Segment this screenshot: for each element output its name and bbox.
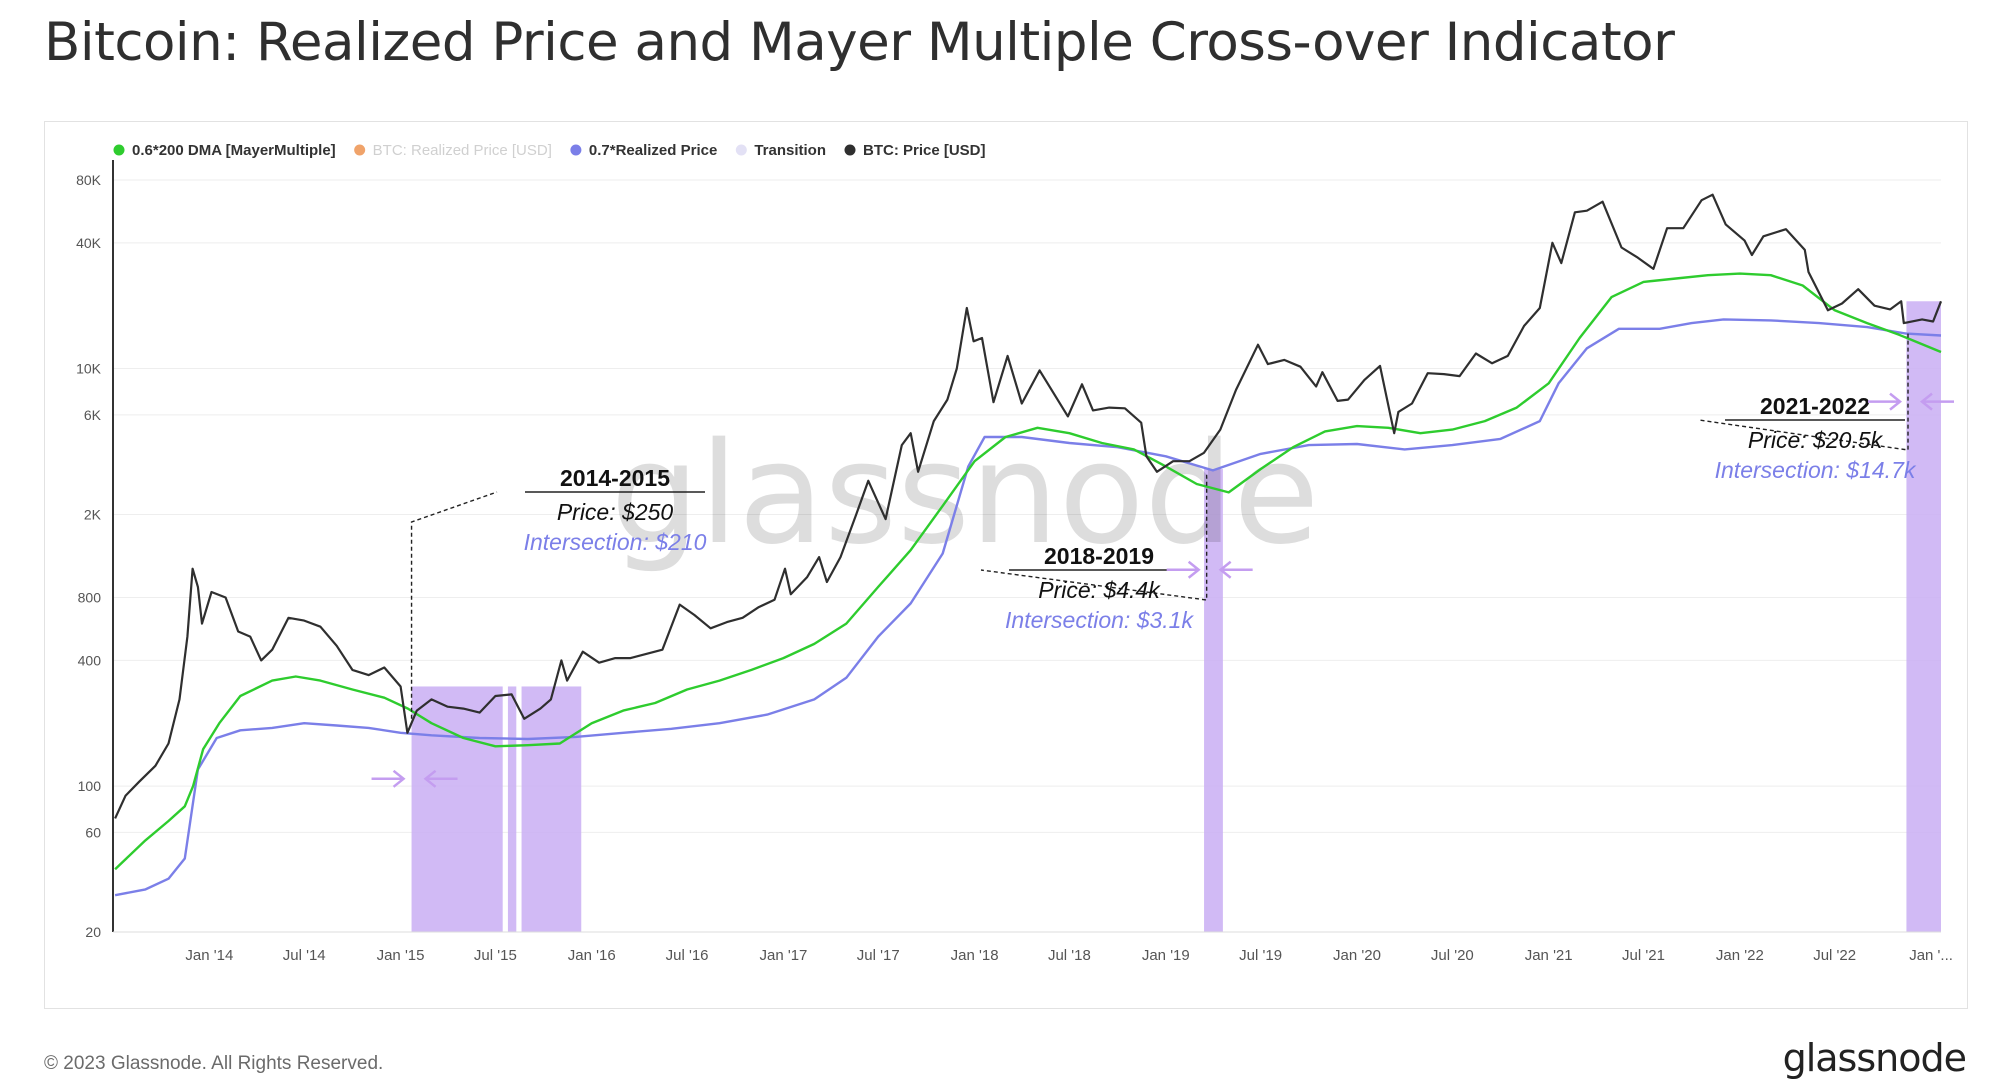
- transition-band: [1906, 301, 1941, 932]
- chart-frame: glassnode 20 60 100 400 800 2K 6K 10K 40K 80K Jan …: [44, 121, 1968, 1009]
- annotation-leader-line: [1698, 333, 1909, 451]
- page-title: Bitcoin: Realized Price and Mayer Multip…: [44, 12, 1675, 73]
- annotation-intersection: Intersection: $14.7k: [1715, 457, 1917, 483]
- x-tick-label: Jan '17: [759, 947, 807, 964]
- series-line-realized07: [114, 318, 1942, 897]
- brand-logo: glassnode: [1782, 1036, 1967, 1080]
- x-tick-label: Jan '19: [1142, 947, 1190, 964]
- y-tick-label: 20: [85, 924, 101, 940]
- transition-band: [1204, 469, 1223, 932]
- legend-swatch-transition: [735, 144, 747, 156]
- x-tick-label: Jan '14: [185, 947, 233, 964]
- x-tick-label: Jan '...: [1909, 947, 1953, 964]
- legend-item-transition[interactable]: Transition: [735, 142, 826, 159]
- legend-label-mayer: 0.6*200 DMA [MayerMultiple]: [132, 142, 336, 159]
- legend-item-price[interactable]: BTC: Price [USD]: [844, 142, 986, 159]
- legend-item-realized[interactable]: BTC: Realized Price [USD]: [354, 142, 552, 159]
- y-tick-label: 10K: [76, 361, 102, 377]
- x-tick-label: Jul '20: [1431, 947, 1474, 964]
- y-tick-label: 6K: [84, 407, 102, 423]
- y-tick-label: 40K: [76, 235, 102, 251]
- x-tick-label: Jul '16: [666, 947, 709, 964]
- legend-swatch-realized07: [570, 144, 582, 156]
- legend-label-realized07: 0.7*Realized Price: [589, 142, 717, 159]
- series-lines: [114, 193, 1943, 897]
- legend-swatch-price: [844, 144, 856, 156]
- transition-band: [411, 686, 503, 932]
- arrow-right-icon: [1166, 560, 1201, 579]
- watermark: glassnode: [611, 413, 1320, 576]
- annotation-price: Price: $4.4k: [1038, 577, 1161, 603]
- transition-band: [521, 686, 582, 932]
- x-tick-label: Jul '18: [1048, 947, 1091, 964]
- annotation-price: Price: $250: [557, 499, 674, 525]
- legend-item-realized07[interactable]: 0.7*Realized Price: [570, 142, 717, 159]
- legend-swatch-realized: [354, 144, 366, 156]
- copyright-text: © 2023 Glassnode. All Rights Reserved.: [44, 1053, 384, 1074]
- legend-swatch-mayer: [113, 144, 125, 156]
- series-line-price: [114, 193, 1943, 819]
- arrow-right-icon: [1868, 392, 1903, 411]
- y-tick-label: 400: [78, 652, 102, 668]
- x-tick-label: Jan '18: [951, 947, 999, 964]
- annotation-price: Price: $20.5k: [1748, 427, 1884, 453]
- legend-label-realized: BTC: Realized Price [USD]: [373, 142, 552, 159]
- x-tick-label: Jul '17: [857, 947, 900, 964]
- legend[interactable]: 0.6*200 DMA [MayerMultiple] BTC: Realized…: [113, 142, 986, 159]
- arrow-left-icon: [1218, 560, 1253, 579]
- x-tick-label: Jan '16: [568, 947, 616, 964]
- annotation-leader-line: [410, 491, 498, 719]
- y-tick-label: 60: [85, 824, 101, 840]
- x-tick-label: Jul '15: [474, 947, 517, 964]
- annotation-period: 2018-2019: [1044, 543, 1154, 569]
- legend-item-mayer[interactable]: 0.6*200 DMA [MayerMultiple]: [113, 142, 336, 159]
- annotations: 2014-2015 Price: $250 Intersection: $210 20…: [371, 333, 1954, 788]
- arrow-left-icon: [1919, 392, 1954, 411]
- annotation-period: 2021-2022: [1760, 393, 1870, 419]
- x-tick-label: Jan '15: [377, 947, 425, 964]
- y-tick-label: 80K: [76, 172, 102, 188]
- x-tick-label: Jul '14: [283, 947, 326, 964]
- transition-band: [507, 686, 517, 932]
- arrow-right-icon: [371, 769, 406, 788]
- x-tick-label: Jan '20: [1333, 947, 1381, 964]
- arrow-left-icon: [423, 769, 458, 788]
- x-tick-label: Jul '22: [1813, 947, 1856, 964]
- transition-bands: [411, 301, 1941, 932]
- y-tick-label: 2K: [84, 506, 102, 522]
- x-tick-label: Jul '21: [1622, 947, 1665, 964]
- x-tick-label: Jan '22: [1716, 947, 1764, 964]
- axes: 20 60 100 400 800 2K 6K 10K 40K 80K Jan '14 Jul '14…: [76, 160, 1953, 964]
- annotation-intersection: Intersection: $210: [524, 529, 707, 555]
- y-tick-label: 100: [78, 778, 102, 794]
- chart: glassnode 20 60 100 400 800 2K 6K 10K 40K 80K Jan …: [76, 142, 1954, 964]
- x-tick-label: Jul '19: [1239, 947, 1282, 964]
- annotation-period: 2014-2015: [560, 465, 670, 491]
- legend-label-price: BTC: Price [USD]: [863, 142, 986, 159]
- x-tick-label: Jan '21: [1525, 947, 1573, 964]
- y-tick-label: 800: [78, 590, 102, 606]
- legend-label-transition: Transition: [754, 142, 826, 159]
- annotation-intersection: Intersection: $3.1k: [1005, 607, 1194, 633]
- series-line-mayer: [114, 272, 1942, 871]
